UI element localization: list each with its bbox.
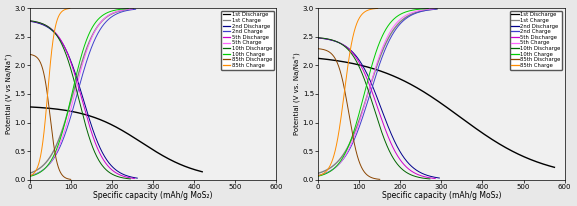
Legend: 1st Discharge, 1st Charge, 2nd Discharge, 2nd Charge, 5th Discharge, 5th Charge,: 1st Discharge, 1st Charge, 2nd Discharge… xyxy=(221,11,273,70)
X-axis label: Specific capacity (mAh/g MoS₂): Specific capacity (mAh/g MoS₂) xyxy=(381,191,501,200)
X-axis label: Specific capacity (mAh/g MoS₂): Specific capacity (mAh/g MoS₂) xyxy=(93,191,213,200)
Y-axis label: Potential (V vs. Na/Na⁺): Potential (V vs. Na/Na⁺) xyxy=(294,53,301,135)
Y-axis label: Potential (V vs Na/Na⁺): Potential (V vs Na/Na⁺) xyxy=(6,54,13,134)
Legend: 1st Discharge, 1st Charge, 2nd Discharge, 2nd Charge, 5th Discharge, 5th Charge,: 1st Discharge, 1st Charge, 2nd Discharge… xyxy=(509,11,562,70)
